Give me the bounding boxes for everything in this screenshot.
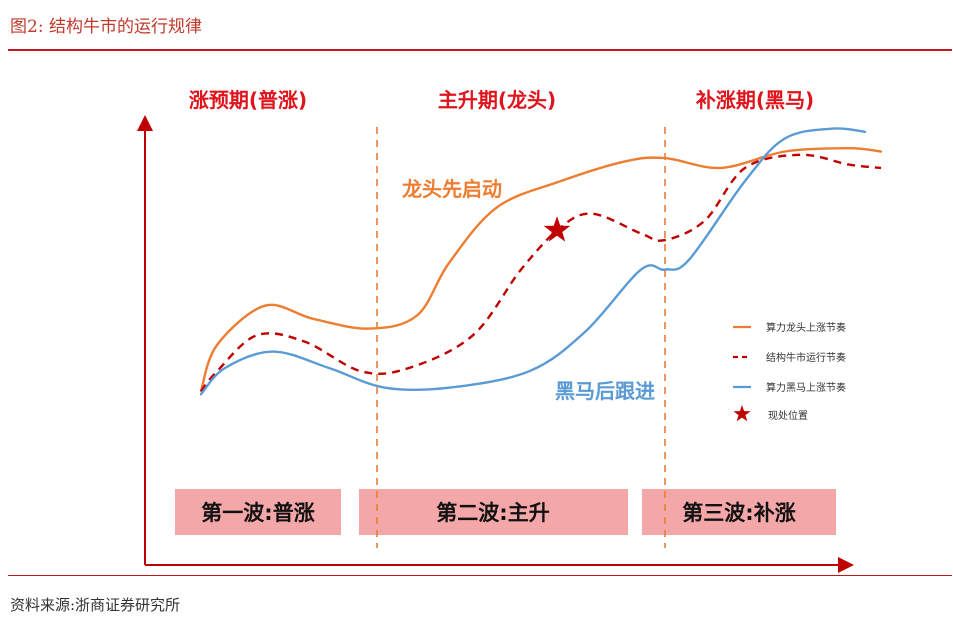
figure-title: 图2: 结构牛市的运行规律 — [10, 17, 202, 37]
annotation-darkhorse: 黑马后跟进 — [555, 379, 655, 403]
wave-box-1 — [175, 489, 341, 535]
current-position-star — [543, 216, 571, 242]
wave-label-2: 第二波:主升 — [436, 501, 549, 525]
series-line-darkhorse — [199, 127, 867, 396]
wave-label-3: 第三波:补涨 — [682, 501, 795, 525]
legend-label-current: 现处位置 — [768, 409, 808, 422]
phase-title-3: 补涨期(黑马) — [695, 88, 814, 112]
source-note: 资料来源:浙商证券研究所 — [10, 596, 181, 614]
legend-label-leader: 算力龙头上涨节奏 — [766, 321, 846, 334]
wave-box-2 — [359, 489, 628, 535]
legend-label-market: 结构牛市运行节奏 — [766, 351, 846, 364]
legend-star-icon — [733, 405, 751, 422]
series-line-leader — [199, 146, 883, 393]
phase-title-1: 涨预期(普涨) — [189, 88, 307, 112]
phase-title-2: 主升期(龙头) — [438, 88, 556, 112]
bottom-rule — [8, 575, 952, 576]
wave-box-3 — [642, 489, 836, 535]
annotation-leader: 龙头先启动 — [402, 177, 502, 201]
top-rule — [8, 49, 952, 51]
legend-label-darkhorse: 算力黑马上涨节奏 — [766, 381, 846, 394]
wave-label-1: 第一波:普涨 — [201, 501, 314, 525]
